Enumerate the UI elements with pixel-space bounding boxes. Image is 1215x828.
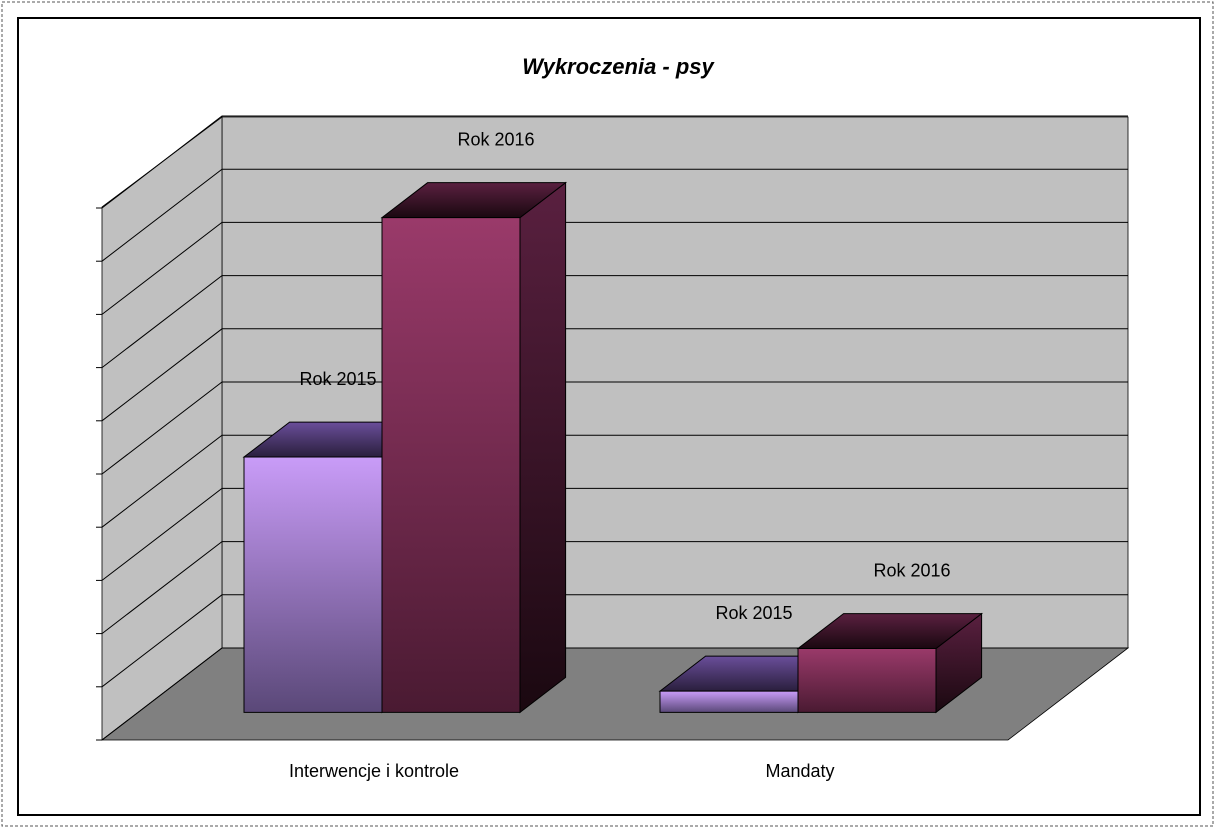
- x-tick-label: Mandaty: [765, 761, 834, 781]
- grid: [96, 115, 1128, 741]
- grid-line: [101, 328, 1128, 422]
- data-label: Rok 2016: [873, 560, 950, 580]
- bar: [659, 690, 799, 713]
- bar: [381, 217, 521, 713]
- data-label: Rok 2015: [715, 603, 792, 623]
- grid-line: [101, 594, 1128, 688]
- bars: [242, 181, 984, 714]
- data-label: Rok 2016: [457, 129, 534, 149]
- grid-line: [101, 275, 1128, 368]
- grid-line: [101, 487, 1128, 581]
- grid-line: [101, 434, 1128, 528]
- grid-line: [101, 381, 1128, 475]
- grid-line: [101, 168, 1128, 262]
- chart-title: Wykroczenia - psy: [522, 54, 715, 79]
- bar: [797, 648, 937, 713]
- data-label: Rok 2015: [299, 369, 376, 389]
- bar: [243, 456, 383, 713]
- grid-line: [101, 115, 1128, 209]
- bar-side: [519, 181, 567, 714]
- x-tick-label: Interwencje i kontrole: [289, 761, 459, 781]
- grid-line: [101, 541, 1128, 634]
- grid-line: [101, 221, 1128, 315]
